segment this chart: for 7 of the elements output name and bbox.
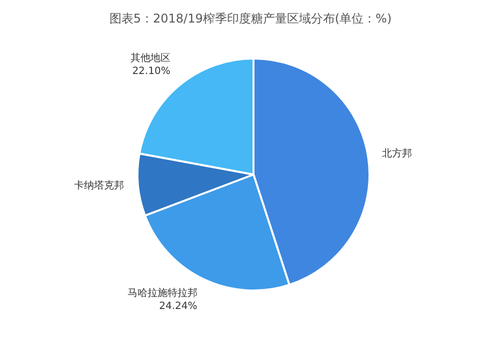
slice-label: 马哈拉施特拉邦 [127,287,198,300]
slice-label: 卡纳塔克邦 [74,180,124,192]
data-label: 22.10% [132,66,170,78]
slice-label: 北方邦 [382,148,412,160]
chart-title: 图表5：2018/19榨季印度糖产量区域分布(单位：%) [109,12,392,26]
data-label: 24.24% [159,301,198,312]
slice-label: 其他地区 [130,52,170,64]
